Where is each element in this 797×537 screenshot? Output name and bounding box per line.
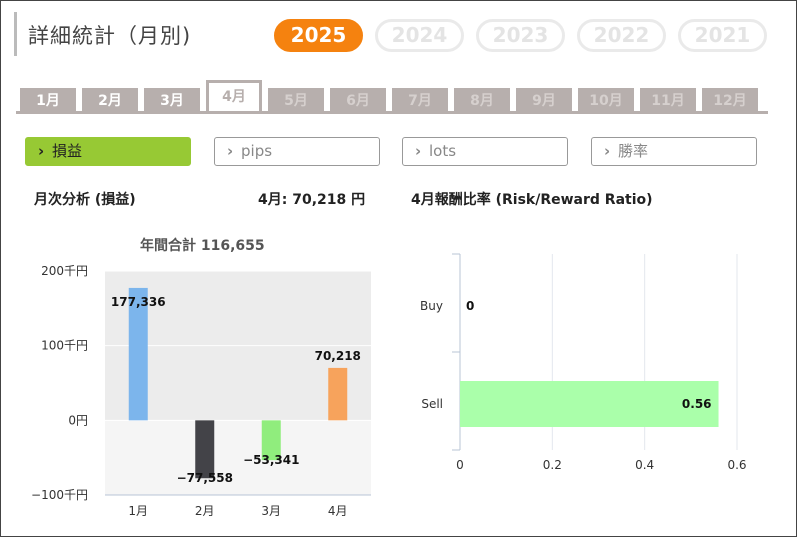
chevron-right-icon: ›	[604, 142, 611, 160]
tab-month-6[interactable]: 6月	[330, 88, 386, 114]
x-tick-label: 0	[456, 458, 464, 472]
risk-reward-chart: 0 0.2 0.4 0.6 Buy 0 Sell 0.56	[420, 253, 747, 472]
tab-month-3[interactable]: 3月	[144, 88, 200, 114]
tab-month-4[interactable]: 4月	[206, 80, 262, 114]
data-label: −53,341	[243, 453, 299, 467]
tab-month-12[interactable]: 12月	[702, 88, 758, 114]
data-label: 177,336	[111, 295, 166, 309]
year-2023[interactable]: 2023	[476, 19, 565, 52]
tab-month-7[interactable]: 7月	[392, 88, 448, 114]
x-tick-label: 0.2	[543, 458, 562, 472]
y-category-label: Buy	[420, 299, 443, 313]
title-accent-bar	[14, 12, 17, 56]
year-2024[interactable]: 2024	[375, 19, 464, 52]
plot-band	[105, 420, 371, 495]
x-tick-label: 3月	[261, 504, 281, 518]
data-label: −77,558	[177, 471, 233, 485]
monthly-heading: 月次分析 (損益)	[34, 192, 136, 208]
year-2025[interactable]: 2025	[274, 19, 363, 52]
chevron-right-icon: ›	[38, 142, 45, 160]
year-2021[interactable]: 2021	[678, 19, 767, 52]
metric-label: pips	[241, 142, 273, 160]
tab-month-9[interactable]: 9月	[516, 88, 572, 114]
data-label: 0.56	[682, 397, 712, 411]
annual-total: 年間合計 116,655	[140, 238, 265, 254]
year-2022[interactable]: 2022	[577, 19, 666, 52]
tab-month-11[interactable]: 11月	[640, 88, 696, 114]
x-tick-label: 0.4	[635, 458, 654, 472]
tab-month-5[interactable]: 5月	[268, 88, 324, 114]
tab-month-1[interactable]: 1月	[20, 88, 76, 114]
chevron-right-icon: ›	[415, 142, 422, 160]
metric-label: 勝率	[618, 142, 649, 160]
x-tick-label: 2月	[195, 504, 215, 518]
bar-Sell	[460, 381, 719, 427]
metric-button-1[interactable]: › pips	[214, 137, 380, 166]
tab-month-10[interactable]: 10月	[578, 88, 634, 114]
metric-button-3[interactable]: › 勝率	[591, 137, 757, 166]
y-tick-label: 200千円	[41, 264, 88, 278]
metric-label: 損益	[52, 142, 83, 160]
metric-button-0[interactable]: › 損益	[25, 137, 191, 166]
page-title: 詳細統計（月別)	[28, 24, 192, 48]
bar-1月	[128, 287, 148, 421]
y-tick-label: −100千円	[31, 488, 88, 502]
tab-month-8[interactable]: 8月	[454, 88, 510, 114]
tab-month-2[interactable]: 2月	[82, 88, 138, 114]
data-label: 0	[466, 299, 474, 313]
x-tick-label: 4月	[328, 504, 348, 518]
month-total: 4月: 70,218 円	[258, 192, 366, 208]
bar-2月	[195, 420, 215, 479]
month-tab-underline	[16, 111, 768, 114]
data-label: 70,218	[315, 349, 361, 363]
bar-3月	[261, 420, 281, 461]
x-tick-label: 1月	[128, 504, 148, 518]
x-tick-label: 0.6	[727, 458, 746, 472]
y-tick-label: 0円	[68, 413, 88, 427]
metric-label: lots	[429, 142, 457, 160]
y-category-label: Sell	[421, 397, 443, 411]
bar-4月	[328, 367, 348, 421]
chevron-right-icon: ›	[227, 142, 234, 160]
metric-button-2[interactable]: › lots	[402, 137, 568, 166]
monthly-profit-chart: 200千円 100千円 0円 −100千円 177,336 1月 −77,558 2月 −53,…	[31, 264, 371, 518]
y-tick-label: 100千円	[41, 339, 88, 353]
ratio-heading: 4月報酬比率 (Risk/Reward Ratio)	[411, 192, 653, 208]
